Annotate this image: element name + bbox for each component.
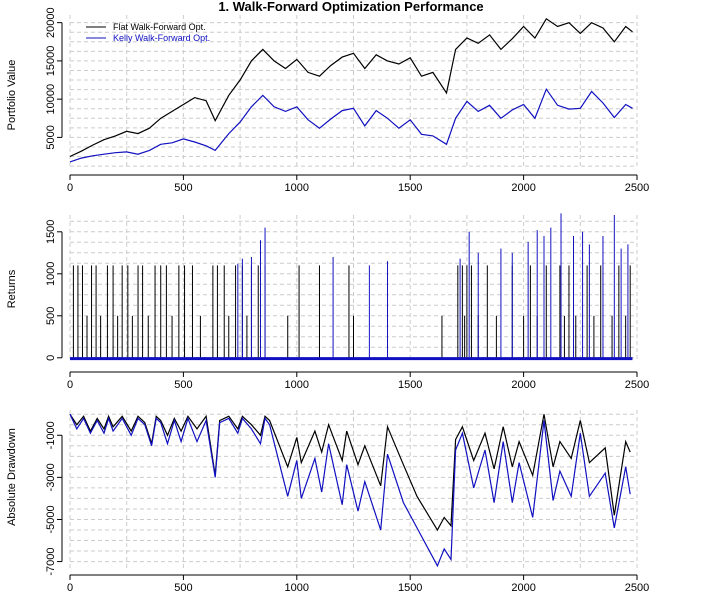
legend: Flat Walk-Forward Opt. Kelly Walk-Forwar… <box>86 22 210 43</box>
y-tick-label: 500 <box>45 307 57 325</box>
y-axis-label-drawdown: Absolute Drawdown <box>6 428 18 526</box>
x-tick-label: 500 <box>174 182 192 194</box>
y-tick-label: 10000 <box>45 84 57 115</box>
x-tick-label: 1500 <box>398 379 422 391</box>
y-axis-label-portfolio: Portfolio Value <box>6 60 18 131</box>
x-tick-label: 1000 <box>285 582 309 594</box>
series-line-kelly <box>69 87 633 163</box>
x-tick-label: 1000 <box>285 379 309 391</box>
y-tick-label: 1000 <box>45 262 57 286</box>
y-tick-label: 20000 <box>45 7 57 38</box>
x-tick-label: 0 <box>67 182 73 194</box>
x-tick-label: 500 <box>174 582 192 594</box>
x-tick-label: 2000 <box>511 182 535 194</box>
x-tick-label: 500 <box>174 379 192 391</box>
x-tick-label: 2500 <box>625 182 649 194</box>
y-tick-label: -5000 <box>45 505 57 533</box>
legend-label-kelly: Kelly Walk-Forward Opt. <box>113 33 210 43</box>
x-tick-label: 2000 <box>511 582 535 594</box>
y-tick-label: -7000 <box>45 548 57 576</box>
x-tick-label: 0 <box>67 379 73 391</box>
y-axis-label-returns: Returns <box>6 269 18 308</box>
panel-absolute-drawdown: 0 500 1000 1500 2000 2500 -1000 -3000 -5000 -7000… <box>6 410 649 594</box>
series-line-flat <box>69 17 633 158</box>
panel-returns: 0 500 1000 1500 2000 2500 0 500 1000 1500 Returns <box>6 213 649 391</box>
x-tick-label: 0 <box>67 582 73 594</box>
legend-label-flat: Flat Walk-Forward Opt. <box>113 22 206 32</box>
x-tick-label: 1000 <box>285 182 309 194</box>
x-tick-label: 2500 <box>625 379 649 391</box>
chart-title: 1. Walk-Forward Optimization Performance <box>218 0 483 14</box>
y-tick-label: -3000 <box>45 463 57 491</box>
y-tick-label: 5000 <box>45 125 57 149</box>
series-line-kelly <box>69 413 631 568</box>
x-tick-label: 2000 <box>511 379 535 391</box>
series-line-flat <box>69 413 631 532</box>
x-tick-label: 2500 <box>625 582 649 594</box>
y-tick-label: 0 <box>45 355 57 361</box>
panel-portfolio-value: 0 500 1000 1500 2000 25005000100001500020000 … <box>6 7 649 194</box>
y-tick-label: -1000 <box>45 421 57 449</box>
y-tick-label: 1500 <box>45 220 57 244</box>
y-tick-label: 15000 <box>45 46 57 77</box>
x-tick-label: 1500 <box>398 582 422 594</box>
x-tick-label: 1500 <box>398 182 422 194</box>
